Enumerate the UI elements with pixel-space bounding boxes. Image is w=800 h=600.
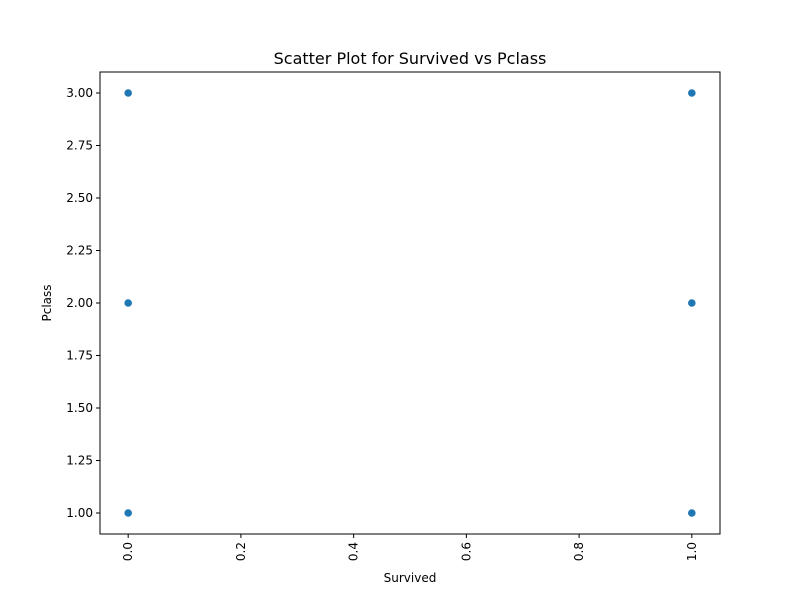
chart-title: Scatter Plot for Survived vs Pclass [274,49,547,68]
y-tick-label: 2.25 [66,244,93,258]
x-axis-label: Survived [384,571,437,585]
x-tick-label: 0.6 [459,542,473,561]
plot-area-frame [99,71,721,535]
x-tick-label: 0.2 [234,542,248,561]
x-tick-label: 1.0 [685,542,699,561]
y-tick-label: 1.50 [66,401,93,415]
y-tick-label: 1.75 [66,349,93,363]
y-axis-ticks: 1.00 1.25 1.50 1.75 2.00 2.25 2.50 2.75 3.00 [66,86,100,520]
y-axis-label: Pclass [40,284,54,321]
y-tick-label: 2.00 [66,296,93,310]
scatter-point [123,88,133,98]
y-tick-label: 1.25 [66,454,93,468]
scatter-point [123,298,133,308]
x-tick-label: 0.4 [347,542,361,561]
y-tick-label: 2.75 [66,139,93,153]
y-tick-label: 2.50 [66,191,93,205]
data-points [123,88,697,518]
x-tick-label: 0.8 [572,542,586,561]
scatter-point [123,508,133,518]
x-tick-label: 0.0 [121,542,135,561]
y-tick-label: 3.00 [66,86,93,100]
scatter-point [687,508,697,518]
y-tick-label: 1.00 [66,506,93,520]
scatter-point [687,88,697,98]
scatter-point [687,298,697,308]
x-axis-ticks: 0.0 0.2 0.4 0.6 0.8 1.0 [121,534,699,561]
